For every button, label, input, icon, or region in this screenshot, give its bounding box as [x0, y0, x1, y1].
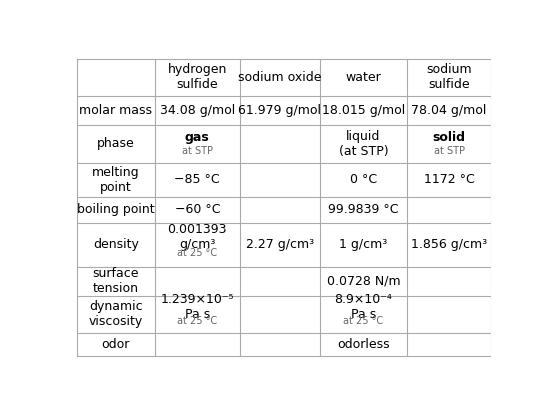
Text: boiling point: boiling point: [77, 203, 155, 216]
Text: dynamic
viscosity: dynamic viscosity: [89, 300, 143, 328]
Text: gas: gas: [185, 131, 210, 144]
Text: solid: solid: [432, 131, 466, 144]
Text: odorless: odorless: [337, 338, 390, 351]
Text: 99.9839 °C: 99.9839 °C: [328, 203, 399, 216]
Text: at 25 °C: at 25 °C: [177, 316, 217, 326]
Text: 34.08 g/mol: 34.08 g/mol: [159, 104, 235, 117]
Text: −60 °C: −60 °C: [175, 203, 220, 216]
Text: odor: odor: [102, 338, 130, 351]
Text: phase: phase: [97, 137, 135, 150]
Text: 0.0728 N/m: 0.0728 N/m: [327, 275, 400, 288]
Text: at STP: at STP: [182, 145, 213, 156]
Text: −85 °C: −85 °C: [175, 173, 220, 186]
Text: hydrogen
sulfide: hydrogen sulfide: [168, 63, 227, 92]
Text: 18.015 g/mol: 18.015 g/mol: [322, 104, 405, 117]
Text: 8.9×10⁻⁴
Pa s: 8.9×10⁻⁴ Pa s: [335, 293, 393, 321]
Text: 61.979 g/mol: 61.979 g/mol: [238, 104, 322, 117]
Text: melting
point: melting point: [92, 166, 140, 194]
Text: 1.239×10⁻⁵
Pa s: 1.239×10⁻⁵ Pa s: [161, 293, 234, 321]
Text: 1172 °C: 1172 °C: [424, 173, 474, 186]
Text: 2.27 g/cm³: 2.27 g/cm³: [246, 238, 314, 252]
Text: at 25 °C: at 25 °C: [177, 248, 217, 258]
Text: surface
tension: surface tension: [93, 267, 139, 295]
Text: 1.856 g/cm³: 1.856 g/cm³: [411, 238, 487, 252]
Text: at STP: at STP: [434, 145, 465, 156]
Text: water: water: [346, 71, 381, 84]
Text: sodium oxide: sodium oxide: [238, 71, 322, 84]
Text: 0 °C: 0 °C: [350, 173, 377, 186]
Text: 1 g/cm³: 1 g/cm³: [339, 238, 388, 252]
Text: sodium
sulfide: sodium sulfide: [426, 63, 472, 92]
Text: 78.04 g/mol: 78.04 g/mol: [411, 104, 487, 117]
Text: 0.001393
g/cm³: 0.001393 g/cm³: [168, 223, 227, 251]
Text: density: density: [93, 238, 139, 252]
Text: at 25 °C: at 25 °C: [343, 316, 383, 326]
Text: molar mass: molar mass: [79, 104, 152, 117]
Text: liquid
(at STP): liquid (at STP): [339, 130, 388, 158]
